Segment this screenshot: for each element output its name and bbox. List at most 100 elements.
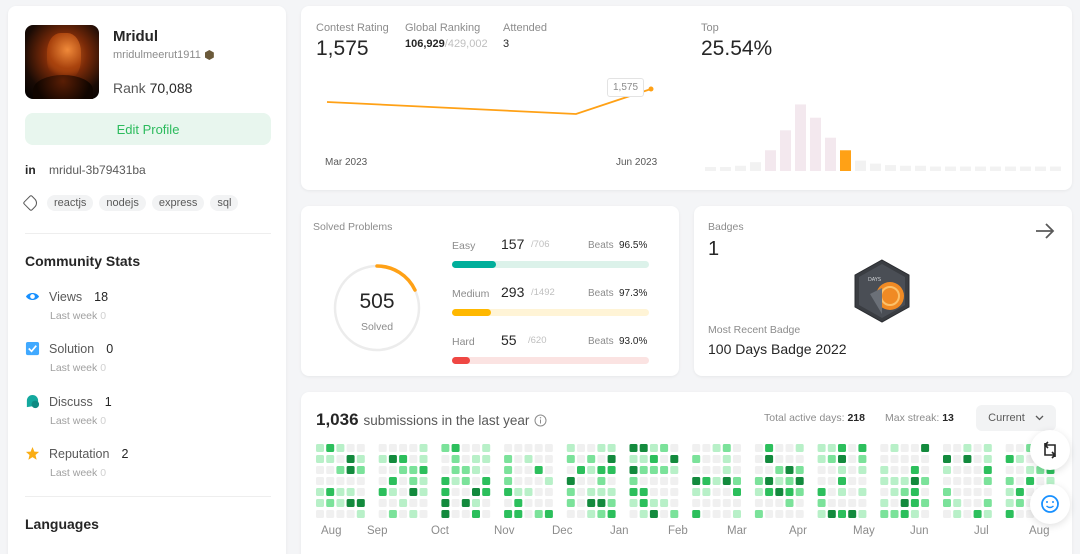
heatmap-cell[interactable]: [441, 455, 450, 463]
heatmap-cell[interactable]: [660, 444, 669, 452]
heatmap-cell[interactable]: [963, 455, 972, 463]
heatmap-cell[interactable]: [639, 455, 648, 463]
heatmap-cell[interactable]: [973, 455, 982, 463]
heatmap-cell[interactable]: [765, 477, 774, 485]
heatmap-cell[interactable]: [848, 488, 857, 496]
heatmap-cell[interactable]: [419, 510, 428, 518]
heatmap-cell[interactable]: [660, 488, 669, 496]
heatmap-cell[interactable]: [451, 488, 460, 496]
heatmap-cell[interactable]: [827, 488, 836, 496]
heatmap-cell[interactable]: [461, 477, 470, 485]
heatmap-cell[interactable]: [451, 477, 460, 485]
heatmap-cell[interactable]: [670, 488, 679, 496]
heatmap-cell[interactable]: [587, 477, 596, 485]
heatmap-cell[interactable]: [1005, 477, 1014, 485]
heatmap-cell[interactable]: [765, 455, 774, 463]
heatmap-cell[interactable]: [378, 510, 387, 518]
heatmap-cell[interactable]: [1046, 477, 1055, 485]
heatmap-cell[interactable]: [702, 488, 711, 496]
arrow-right-icon[interactable]: [1034, 222, 1056, 240]
heatmap-cell[interactable]: [607, 455, 616, 463]
heatmap-cell[interactable]: [733, 466, 741, 474]
heatmap-cell[interactable]: [1005, 510, 1014, 518]
heatmap-cell[interactable]: [890, 444, 899, 452]
heatmap-cell[interactable]: [461, 499, 470, 507]
heatmap-cell[interactable]: [336, 477, 345, 485]
heatmap-cell[interactable]: [607, 510, 616, 518]
heatmap-cell[interactable]: [441, 444, 450, 452]
heatmap-cell[interactable]: [817, 477, 826, 485]
heatmap-cell[interactable]: [953, 444, 962, 452]
heatmap-cell[interactable]: [399, 466, 408, 474]
skill-tag[interactable]: sql: [210, 195, 239, 211]
heatmap-cell[interactable]: [848, 444, 857, 452]
heatmap-cell[interactable]: [409, 444, 418, 452]
heatmap-cell[interactable]: [858, 466, 867, 474]
heatmap-cell[interactable]: [629, 510, 638, 518]
heatmap-cell[interactable]: [399, 499, 408, 507]
heatmap-cell[interactable]: [419, 455, 428, 463]
heatmap-cell[interactable]: [900, 488, 909, 496]
heatmap-cell[interactable]: [587, 488, 596, 496]
heatmap-cell[interactable]: [890, 455, 899, 463]
heatmap-cell[interactable]: [670, 510, 679, 518]
heatmap-cell[interactable]: [785, 455, 794, 463]
heatmap-cell[interactable]: [326, 499, 335, 507]
heatmap-cell[interactable]: [482, 455, 491, 463]
heatmap-cell[interactable]: [534, 466, 543, 474]
heatmap-cell[interactable]: [409, 499, 418, 507]
heatmap-cell[interactable]: [983, 455, 992, 463]
heatmap-cell[interactable]: [399, 444, 408, 452]
heatmap-cell[interactable]: [316, 510, 324, 518]
heatmap-cell[interactable]: [900, 499, 909, 507]
heatmap-cell[interactable]: [326, 466, 335, 474]
skill-tag[interactable]: reactjs: [47, 195, 94, 211]
feedback-button[interactable]: [1030, 484, 1070, 524]
heatmap-cell[interactable]: [670, 477, 679, 485]
heatmap-cell[interactable]: [346, 499, 355, 507]
heatmap-cell[interactable]: [597, 499, 606, 507]
heatmap-cell[interactable]: [817, 444, 826, 452]
heatmap-cell[interactable]: [880, 455, 889, 463]
heatmap-cell[interactable]: [639, 499, 648, 507]
heatmap-cell[interactable]: [943, 499, 951, 507]
heatmap-cell[interactable]: [1015, 466, 1024, 474]
heatmap-cell[interactable]: [472, 466, 480, 474]
heatmap-cell[interactable]: [566, 477, 575, 485]
heatmap-cell[interactable]: [1036, 477, 1045, 485]
heatmap-cell[interactable]: [785, 488, 794, 496]
heatmap-cell[interactable]: [316, 488, 324, 496]
heatmap-cell[interactable]: [441, 466, 450, 474]
heatmap-cell[interactable]: [795, 477, 804, 485]
heatmap-cell[interactable]: [524, 444, 533, 452]
heatmap-cell[interactable]: [409, 510, 418, 518]
heatmap-cell[interactable]: [504, 466, 513, 474]
heatmap-cell[interactable]: [629, 455, 638, 463]
heatmap-cell[interactable]: [524, 466, 533, 474]
heatmap-cell[interactable]: [639, 510, 648, 518]
heatmap-cell[interactable]: [827, 466, 836, 474]
heatmap-cell[interactable]: [649, 499, 658, 507]
heatmap-cell[interactable]: [733, 499, 741, 507]
heatmap-cell[interactable]: [346, 466, 355, 474]
heatmap-cell[interactable]: [1026, 466, 1035, 474]
heatmap-cell[interactable]: [378, 499, 387, 507]
heatmap-cell[interactable]: [566, 455, 575, 463]
heatmap-cell[interactable]: [534, 455, 543, 463]
heatmap-cell[interactable]: [722, 477, 731, 485]
heatmap-cell[interactable]: [765, 444, 774, 452]
heatmap-cell[interactable]: [712, 477, 721, 485]
heatmap-cell[interactable]: [827, 510, 836, 518]
heatmap-cell[interactable]: [795, 499, 804, 507]
info-icon[interactable]: [534, 414, 547, 427]
heatmap-cell[interactable]: [795, 466, 804, 474]
heatmap-cell[interactable]: [336, 488, 345, 496]
heatmap-cell[interactable]: [629, 444, 638, 452]
heatmap-cell[interactable]: [388, 477, 397, 485]
heatmap-cell[interactable]: [451, 444, 460, 452]
heatmap-cell[interactable]: [577, 444, 585, 452]
heatmap-cell[interactable]: [577, 477, 585, 485]
heatmap-cell[interactable]: [921, 510, 930, 518]
heatmap-cell[interactable]: [419, 466, 428, 474]
heatmap-cell[interactable]: [722, 510, 731, 518]
